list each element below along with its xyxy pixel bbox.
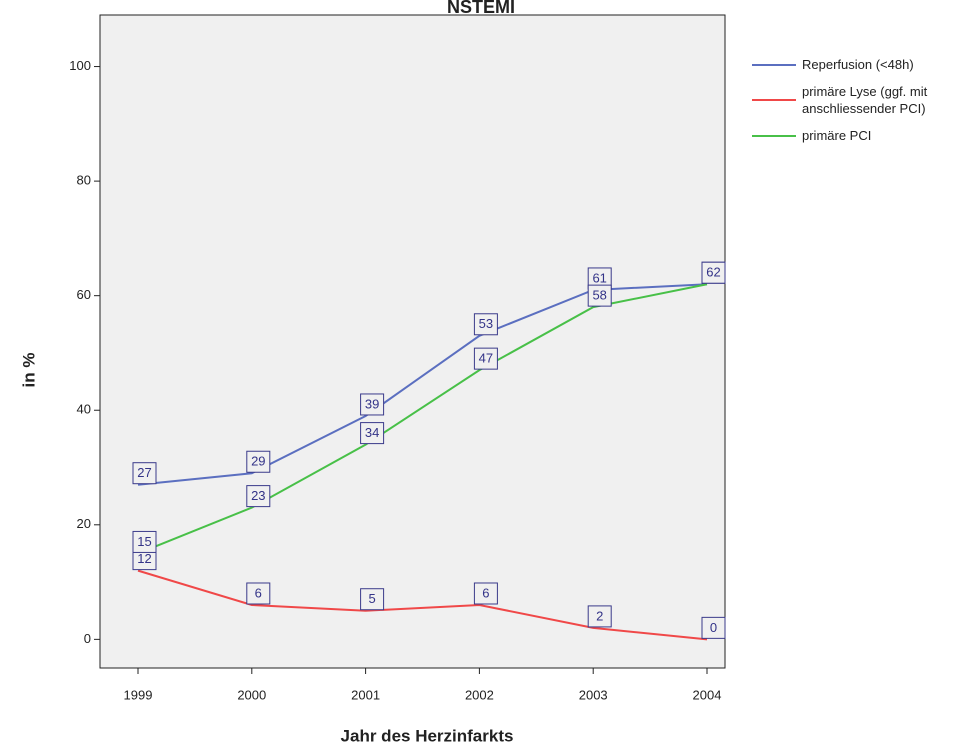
data-label: 61	[592, 270, 606, 285]
data-label: 39	[365, 396, 379, 411]
legend-swatch	[752, 63, 796, 66]
legend-swatch	[752, 134, 796, 137]
data-label-box	[587, 605, 612, 628]
x-tick-label: 1999	[124, 687, 153, 702]
data-label-box	[701, 261, 726, 284]
legend: Reperfusion (<48h) primäre Lyse (ggf. mit…	[752, 56, 952, 154]
legend-swatch	[752, 99, 796, 101]
legend-entry: primäre Lyse (ggf. mit anschliessender P…	[752, 83, 952, 117]
legend-label: primäre PCI	[802, 128, 872, 143]
chart-title: NSTEMI	[447, 0, 515, 17]
data-label-box	[701, 616, 726, 639]
data-label-box	[473, 313, 498, 336]
data-label: 15	[137, 534, 151, 549]
data-label-box	[360, 393, 385, 416]
legend-label: Reperfusion (<48h)	[802, 57, 914, 72]
legend-entry: Reperfusion (<48h)	[752, 56, 952, 73]
y-tick-label: 60	[77, 287, 91, 302]
data-label-box	[360, 588, 385, 611]
series-line	[137, 283, 708, 555]
data-label-box	[246, 485, 271, 508]
data-label: 53	[479, 316, 493, 331]
y-axis-title: in %	[19, 353, 38, 388]
x-tick-label: 2003	[579, 687, 608, 702]
y-tick-label: 100	[69, 58, 91, 73]
data-label-box	[246, 582, 271, 605]
data-label-box	[587, 284, 612, 307]
y-tick-label: 20	[77, 516, 91, 531]
x-tick-label: 2000	[237, 687, 266, 702]
x-tick-label: 2004	[693, 687, 722, 702]
data-label: 23	[251, 488, 265, 503]
data-label: 6	[482, 585, 489, 600]
data-label: 47	[479, 351, 493, 366]
x-tick-label: 2001	[351, 687, 380, 702]
data-label-box	[360, 422, 385, 445]
data-label-box	[473, 347, 498, 370]
series-line	[137, 569, 708, 641]
series-line	[137, 283, 708, 486]
data-label: 27	[137, 465, 151, 480]
data-label: 0	[710, 620, 717, 635]
data-label: 12	[137, 551, 151, 566]
plot-area	[99, 14, 726, 669]
data-label: 29	[251, 454, 265, 469]
data-label: 5	[368, 591, 375, 606]
legend-label: primäre Lyse (ggf. mit anschliessender P…	[802, 84, 928, 116]
legend-entry: primäre PCI	[752, 127, 952, 144]
y-tick-label: 80	[77, 173, 91, 188]
data-label-box	[246, 450, 271, 473]
x-tick-label: 2002	[465, 687, 494, 702]
x-axis-title: Jahr des Herzinfarkts	[341, 726, 514, 745]
data-label: 2	[596, 608, 603, 623]
data-label-box	[132, 530, 157, 553]
data-label-box	[132, 462, 157, 485]
data-label: 58	[592, 288, 606, 303]
data-label: 62	[706, 265, 720, 280]
data-label: 34	[365, 425, 379, 440]
y-tick-label: 40	[77, 402, 91, 417]
data-label-box	[473, 582, 498, 605]
data-label: 6	[255, 585, 262, 600]
y-tick-label: 0	[84, 631, 91, 646]
